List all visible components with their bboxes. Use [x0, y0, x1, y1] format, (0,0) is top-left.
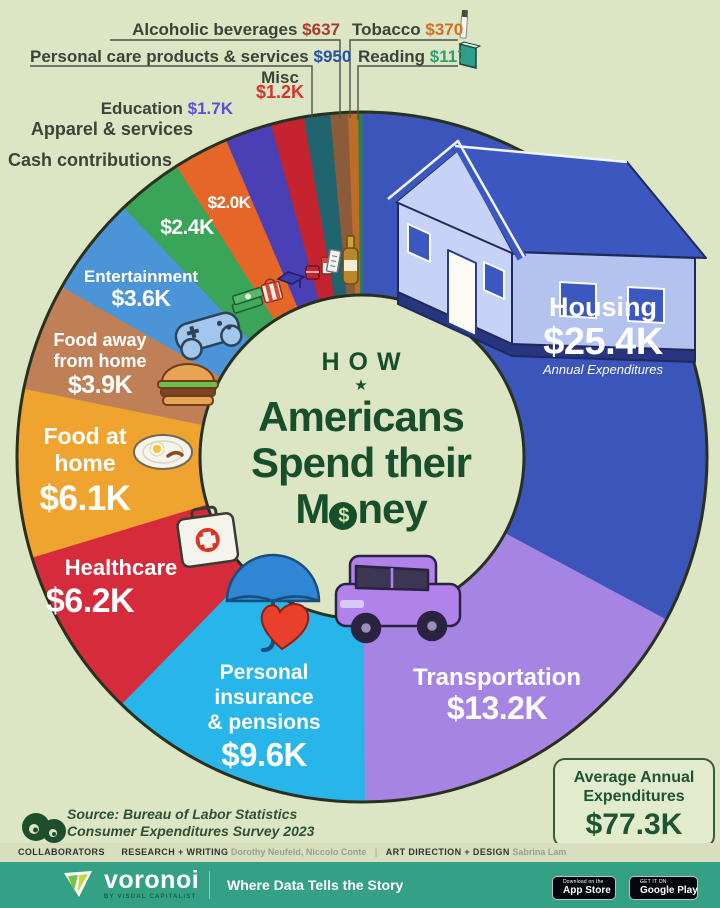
google-play-badge[interactable]: GET IT ON Google Play [629, 876, 698, 900]
umbrella-heart-icon [225, 553, 321, 652]
burger-icon [157, 363, 219, 406]
book-icon [458, 41, 482, 69]
leader-personal-care [30, 65, 313, 124]
misc-box-icon [305, 265, 320, 280]
leader-alcoholic-beverages [110, 39, 341, 118]
app-store-badge[interactable]: Download on the App Store [552, 876, 616, 900]
voronoi-sub: BY VISUAL CAPITALIST [104, 894, 197, 900]
graduation-cap-icon [276, 271, 306, 288]
leader-tobacco [349, 39, 458, 118]
voronoi-logo-icon [64, 871, 92, 897]
voronoi-brand[interactable]: voronoi BY VISUAL CAPITALIST [58, 867, 199, 901]
cigarette-icon [459, 9, 468, 39]
newspaper-icon [325, 248, 342, 274]
donut-outer-outline [15, 110, 709, 804]
voronoi-wordmark: voronoi [104, 866, 200, 894]
game-controller-icon [174, 311, 243, 361]
house-icon [384, 139, 707, 363]
car-icon [334, 554, 462, 644]
first-aid-kit-icon [176, 505, 240, 569]
callout-leader-lines [30, 39, 458, 124]
beer-bottle-icon [342, 235, 359, 285]
shopping-bag-icon [260, 278, 284, 304]
breakfast-plate-icon [133, 434, 193, 470]
leader-reading [357, 65, 458, 120]
